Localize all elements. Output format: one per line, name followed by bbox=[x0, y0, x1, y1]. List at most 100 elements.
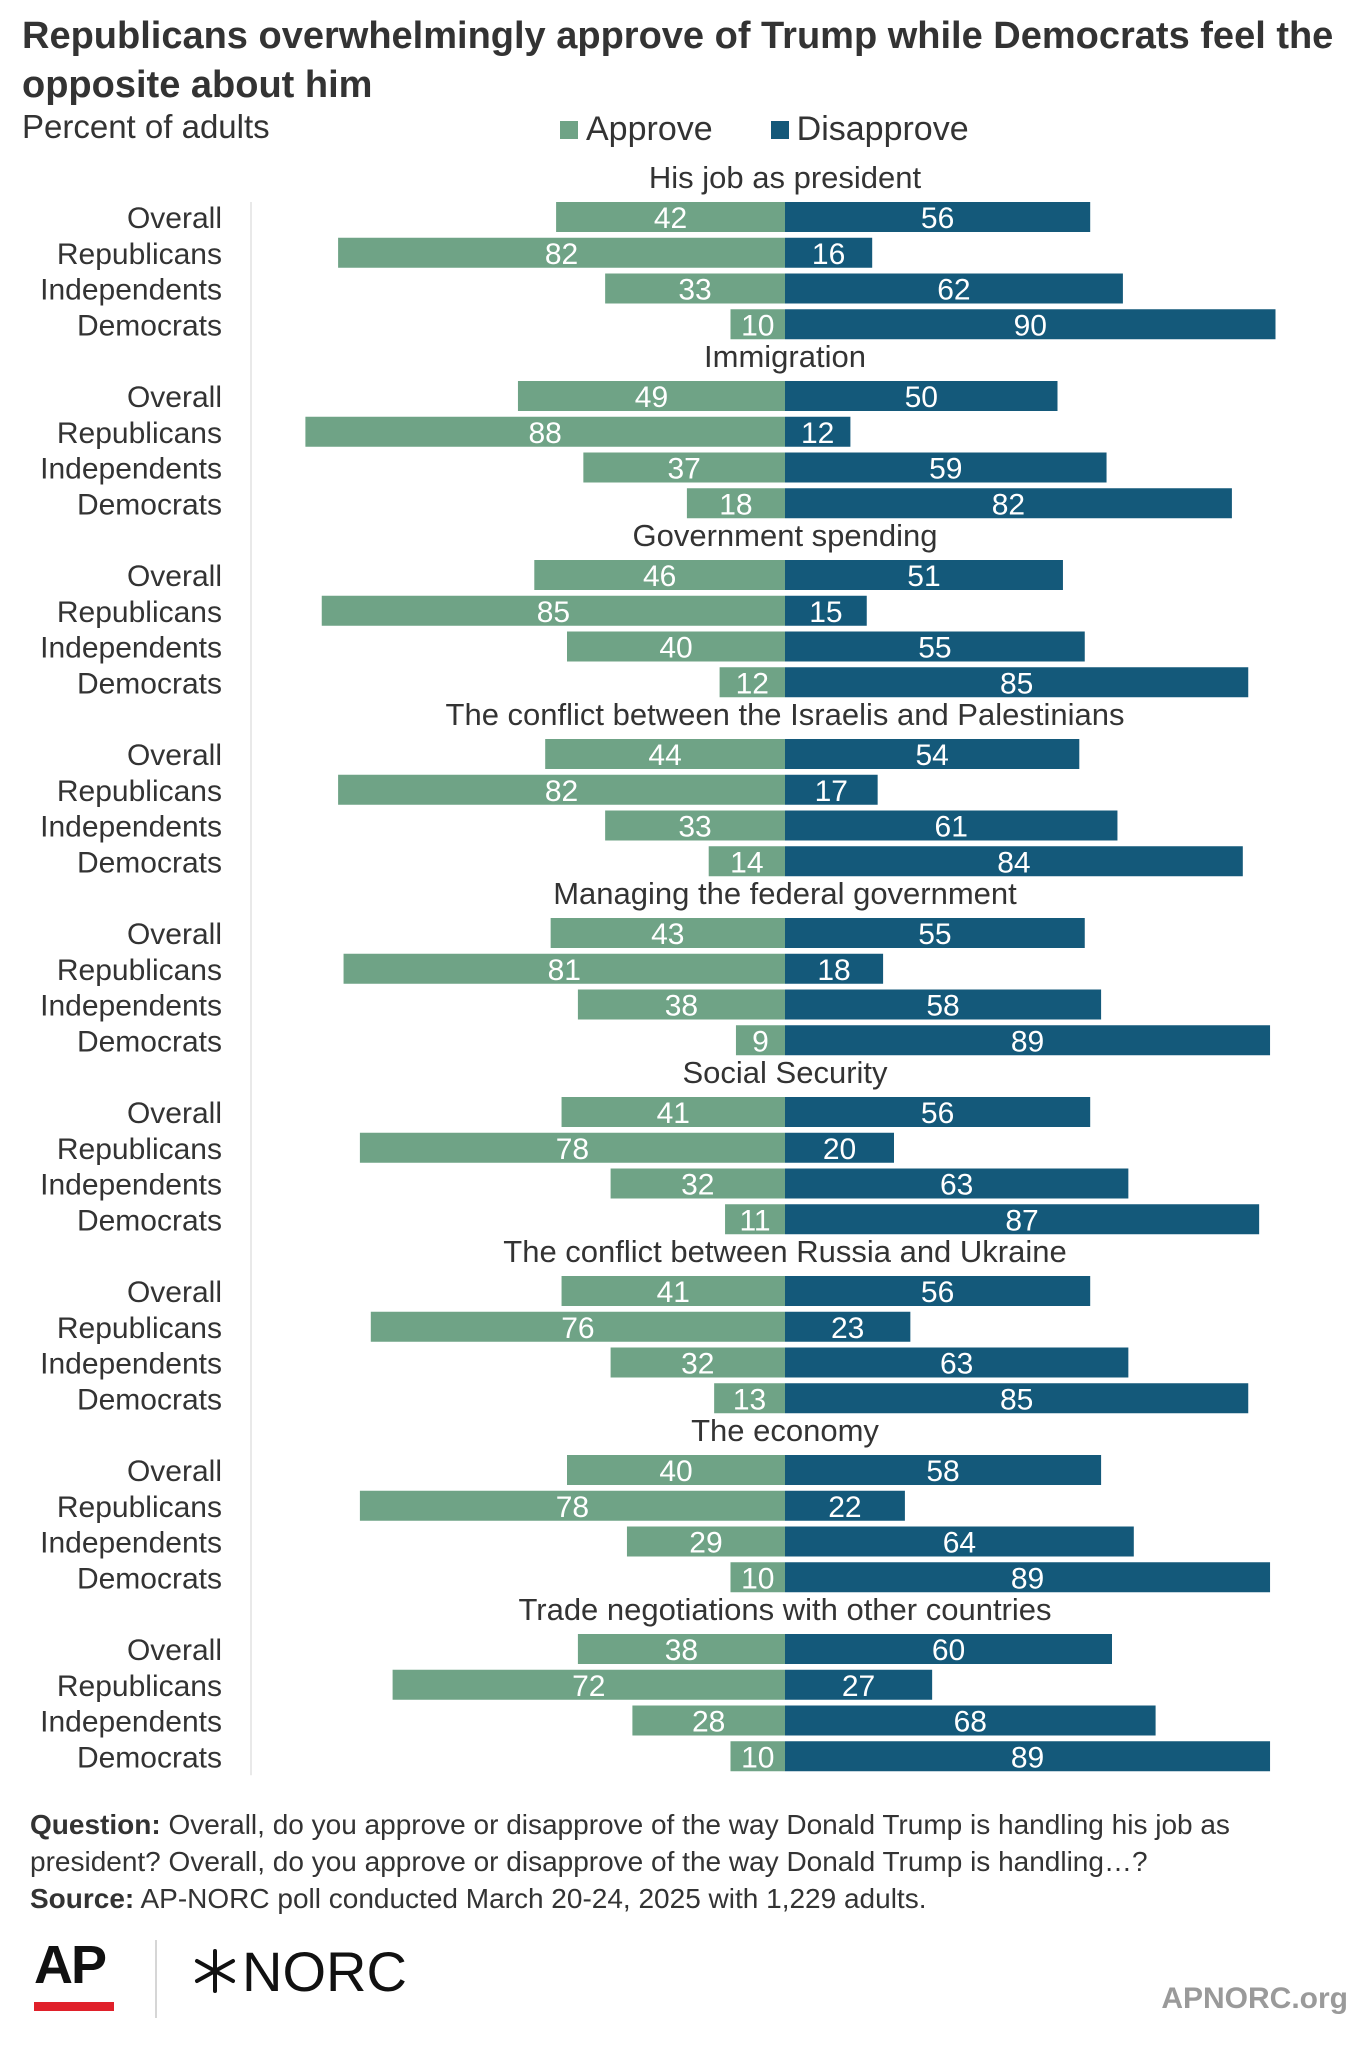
approve-value-label: 33 bbox=[678, 274, 711, 307]
legend-swatch-approve bbox=[560, 120, 578, 139]
disapprove-value-label: 82 bbox=[992, 488, 1025, 521]
disapprove-bar bbox=[785, 488, 1232, 519]
disapprove-value-label: 60 bbox=[932, 1634, 965, 1667]
approve-value-label: 88 bbox=[529, 417, 562, 450]
approve-bar bbox=[517, 381, 785, 411]
disapprove-bar bbox=[785, 202, 1091, 232]
question-note: Question: Overall, do you approve or dis… bbox=[30, 1806, 1340, 1880]
norc-star-icon bbox=[195, 1949, 235, 1993]
approve-value-label: 12 bbox=[736, 667, 769, 700]
disapprove-bar bbox=[785, 381, 1058, 411]
disapprove-value-label: 56 bbox=[921, 1276, 954, 1309]
disapprove-value-label: 85 bbox=[1000, 1383, 1033, 1416]
row-label: Independents bbox=[40, 1169, 222, 1202]
chart-title: Republicans overwhelmingly approve of Tr… bbox=[22, 15, 1334, 106]
disapprove-value-label: 55 bbox=[918, 918, 951, 951]
group-title-5: Social Security bbox=[682, 1055, 888, 1090]
row-label: Overall bbox=[127, 202, 222, 235]
disapprove-value-label: 22 bbox=[828, 1491, 861, 1524]
approve-bar bbox=[605, 810, 785, 841]
approve-value-label: 72 bbox=[572, 1670, 605, 1703]
row-label: Independents bbox=[40, 453, 222, 486]
approve-value-label: 14 bbox=[730, 846, 763, 879]
row-label: Overall bbox=[127, 739, 222, 772]
disapprove-bar bbox=[785, 1455, 1102, 1485]
row-label: Democrats bbox=[77, 1204, 222, 1237]
disapprove-value-label: 16 bbox=[812, 238, 845, 271]
approve-bar bbox=[714, 1383, 785, 1414]
disapprove-bar bbox=[785, 237, 873, 268]
disapprove-bar bbox=[785, 989, 1102, 1020]
disapprove-value-label: 90 bbox=[1014, 309, 1047, 342]
group-title-2: Government spending bbox=[632, 518, 937, 553]
disapprove-value-label: 55 bbox=[918, 632, 951, 665]
disapprove-bar bbox=[785, 631, 1085, 662]
row-label: Independents bbox=[40, 1706, 222, 1739]
row-label: Overall bbox=[127, 560, 222, 593]
disapprove-bar bbox=[785, 1741, 1271, 1772]
approve-value-label: 78 bbox=[556, 1491, 589, 1524]
disapprove-value-label: 89 bbox=[1011, 1562, 1044, 1595]
approve-bar bbox=[545, 739, 785, 769]
row-label: Independents bbox=[40, 274, 222, 307]
disapprove-bar bbox=[785, 667, 1249, 698]
disapprove-value-label: 15 bbox=[809, 596, 842, 629]
approve-bar bbox=[730, 309, 785, 340]
row-label: Overall bbox=[127, 1634, 222, 1667]
group-title-1: Immigration bbox=[704, 339, 866, 374]
ap-logo-bar bbox=[34, 2002, 114, 2011]
row-label: Overall bbox=[127, 381, 222, 414]
disapprove-bar bbox=[785, 810, 1118, 841]
disapprove-value-label: 18 bbox=[817, 954, 850, 987]
group-title-7: The economy bbox=[691, 1413, 879, 1448]
disapprove-bar bbox=[785, 1669, 933, 1700]
question-text: Overall, do you approve or disapprove of… bbox=[30, 1809, 1230, 1877]
disapprove-value-label: 87 bbox=[1005, 1204, 1038, 1237]
row-label: Republicans bbox=[57, 1133, 222, 1166]
approve-bar bbox=[686, 488, 785, 519]
row-label: Independents bbox=[40, 811, 222, 844]
group-title-0: His job as president bbox=[649, 160, 922, 195]
approve-bar bbox=[567, 1455, 785, 1485]
disapprove-bar bbox=[785, 1526, 1134, 1557]
norc-logo: NORC bbox=[192, 1936, 407, 2006]
approve-value-label: 10 bbox=[741, 1741, 774, 1774]
row-label: Democrats bbox=[77, 667, 222, 700]
norc-logo-text: NORC bbox=[242, 1939, 407, 2003]
row-label: Overall bbox=[127, 918, 222, 951]
disapprove-bar bbox=[785, 739, 1080, 769]
approve-bar bbox=[610, 1168, 785, 1199]
approve-bar bbox=[561, 1276, 785, 1306]
approve-bar bbox=[577, 989, 785, 1020]
disapprove-bar bbox=[785, 1634, 1112, 1664]
approve-value-label: 85 bbox=[537, 596, 570, 629]
source-label: Source: bbox=[30, 1883, 135, 1914]
disapprove-value-label: 56 bbox=[921, 202, 954, 235]
approve-value-label: 40 bbox=[659, 632, 692, 665]
disapprove-bar bbox=[785, 595, 867, 626]
disapprove-bar bbox=[785, 1204, 1260, 1235]
row-label: Republicans bbox=[57, 775, 222, 808]
disapprove-value-label: 59 bbox=[929, 453, 962, 486]
group-title-4: Managing the federal government bbox=[553, 876, 1017, 911]
approve-value-label: 40 bbox=[659, 1455, 692, 1488]
approve-bar bbox=[626, 1526, 785, 1557]
disapprove-value-label: 58 bbox=[926, 1455, 959, 1488]
disapprove-value-label: 84 bbox=[997, 846, 1030, 879]
disapprove-bar bbox=[785, 560, 1063, 590]
site-link[interactable]: APNORC.org bbox=[1161, 1982, 1348, 2015]
logo-divider bbox=[155, 1940, 157, 2018]
approve-bar bbox=[343, 953, 785, 984]
approve-bar bbox=[305, 416, 785, 447]
disapprove-bar bbox=[785, 1168, 1129, 1199]
row-label: Overall bbox=[127, 1276, 222, 1309]
disapprove-bar bbox=[785, 1705, 1156, 1736]
approve-value-label: 49 bbox=[635, 381, 668, 414]
approve-value-label: 10 bbox=[741, 309, 774, 342]
approve-value-label: 43 bbox=[651, 918, 684, 951]
approve-value-label: 37 bbox=[667, 453, 700, 486]
approve-value-label: 44 bbox=[648, 739, 681, 772]
approve-value-label: 46 bbox=[643, 560, 676, 593]
approve-value-label: 41 bbox=[657, 1097, 690, 1130]
approve-bar bbox=[719, 667, 785, 698]
